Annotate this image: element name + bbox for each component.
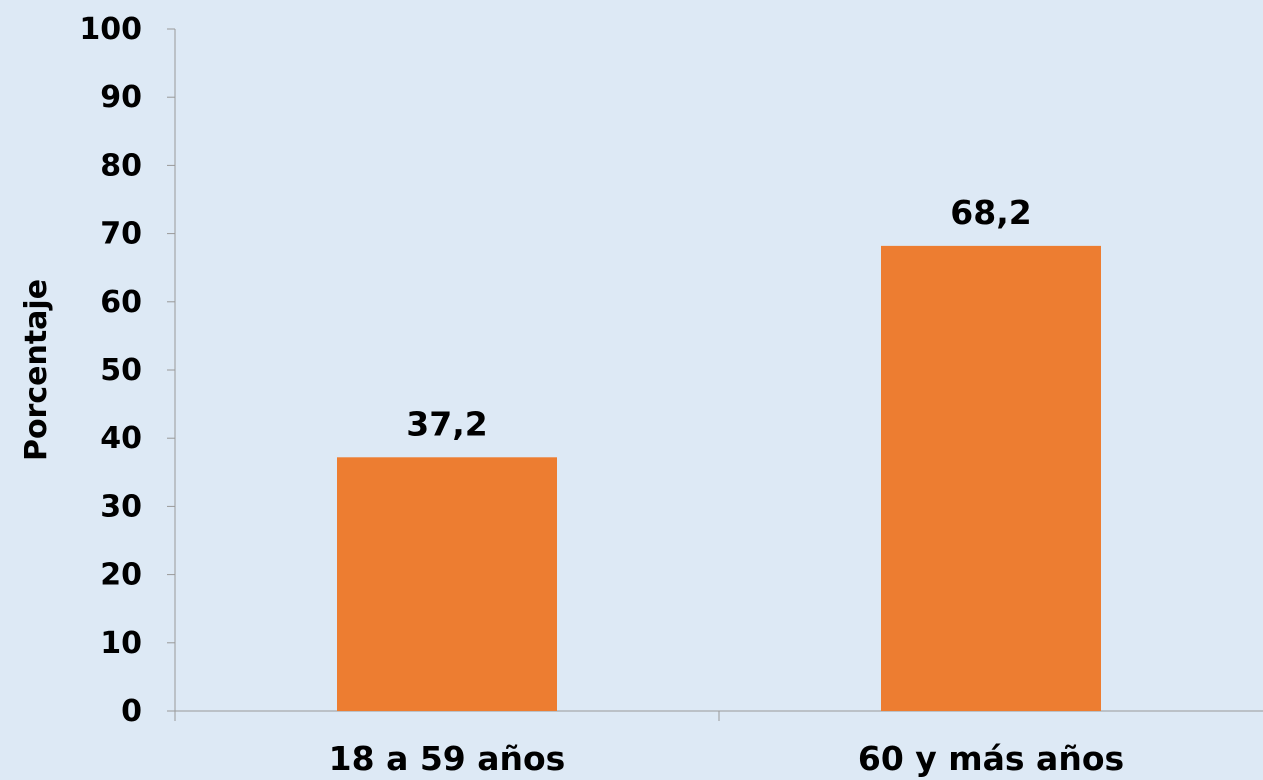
data-label: 68,2 bbox=[950, 193, 1031, 232]
plot-area: 0 10 20 30 40 50 60 70 80 90 100 37,2 18 a 59 años 68… bbox=[79, 12, 1263, 778]
x-category-label: 60 y más años bbox=[858, 739, 1124, 778]
bar bbox=[881, 245, 1101, 711]
y-tick-label: 90 bbox=[100, 80, 142, 115]
y-tick-label: 50 bbox=[100, 353, 142, 388]
y-tick-label: 60 bbox=[100, 285, 142, 320]
y-tick-label: 30 bbox=[100, 489, 142, 524]
y-tick-label: 100 bbox=[79, 12, 142, 47]
y-tick-label: 70 bbox=[100, 217, 142, 252]
y-tick-label: 10 bbox=[100, 626, 142, 661]
y-tick-label: 40 bbox=[100, 421, 142, 456]
data-label: 37,2 bbox=[406, 404, 487, 443]
x-category-label: 18 a 59 años bbox=[329, 739, 566, 778]
y-tick-label: 0 bbox=[121, 694, 142, 729]
y-tick-label: 20 bbox=[100, 558, 142, 593]
bar bbox=[337, 457, 557, 711]
y-tick-label: 80 bbox=[100, 148, 142, 183]
y-axis-title: Porcentaje bbox=[19, 279, 54, 461]
